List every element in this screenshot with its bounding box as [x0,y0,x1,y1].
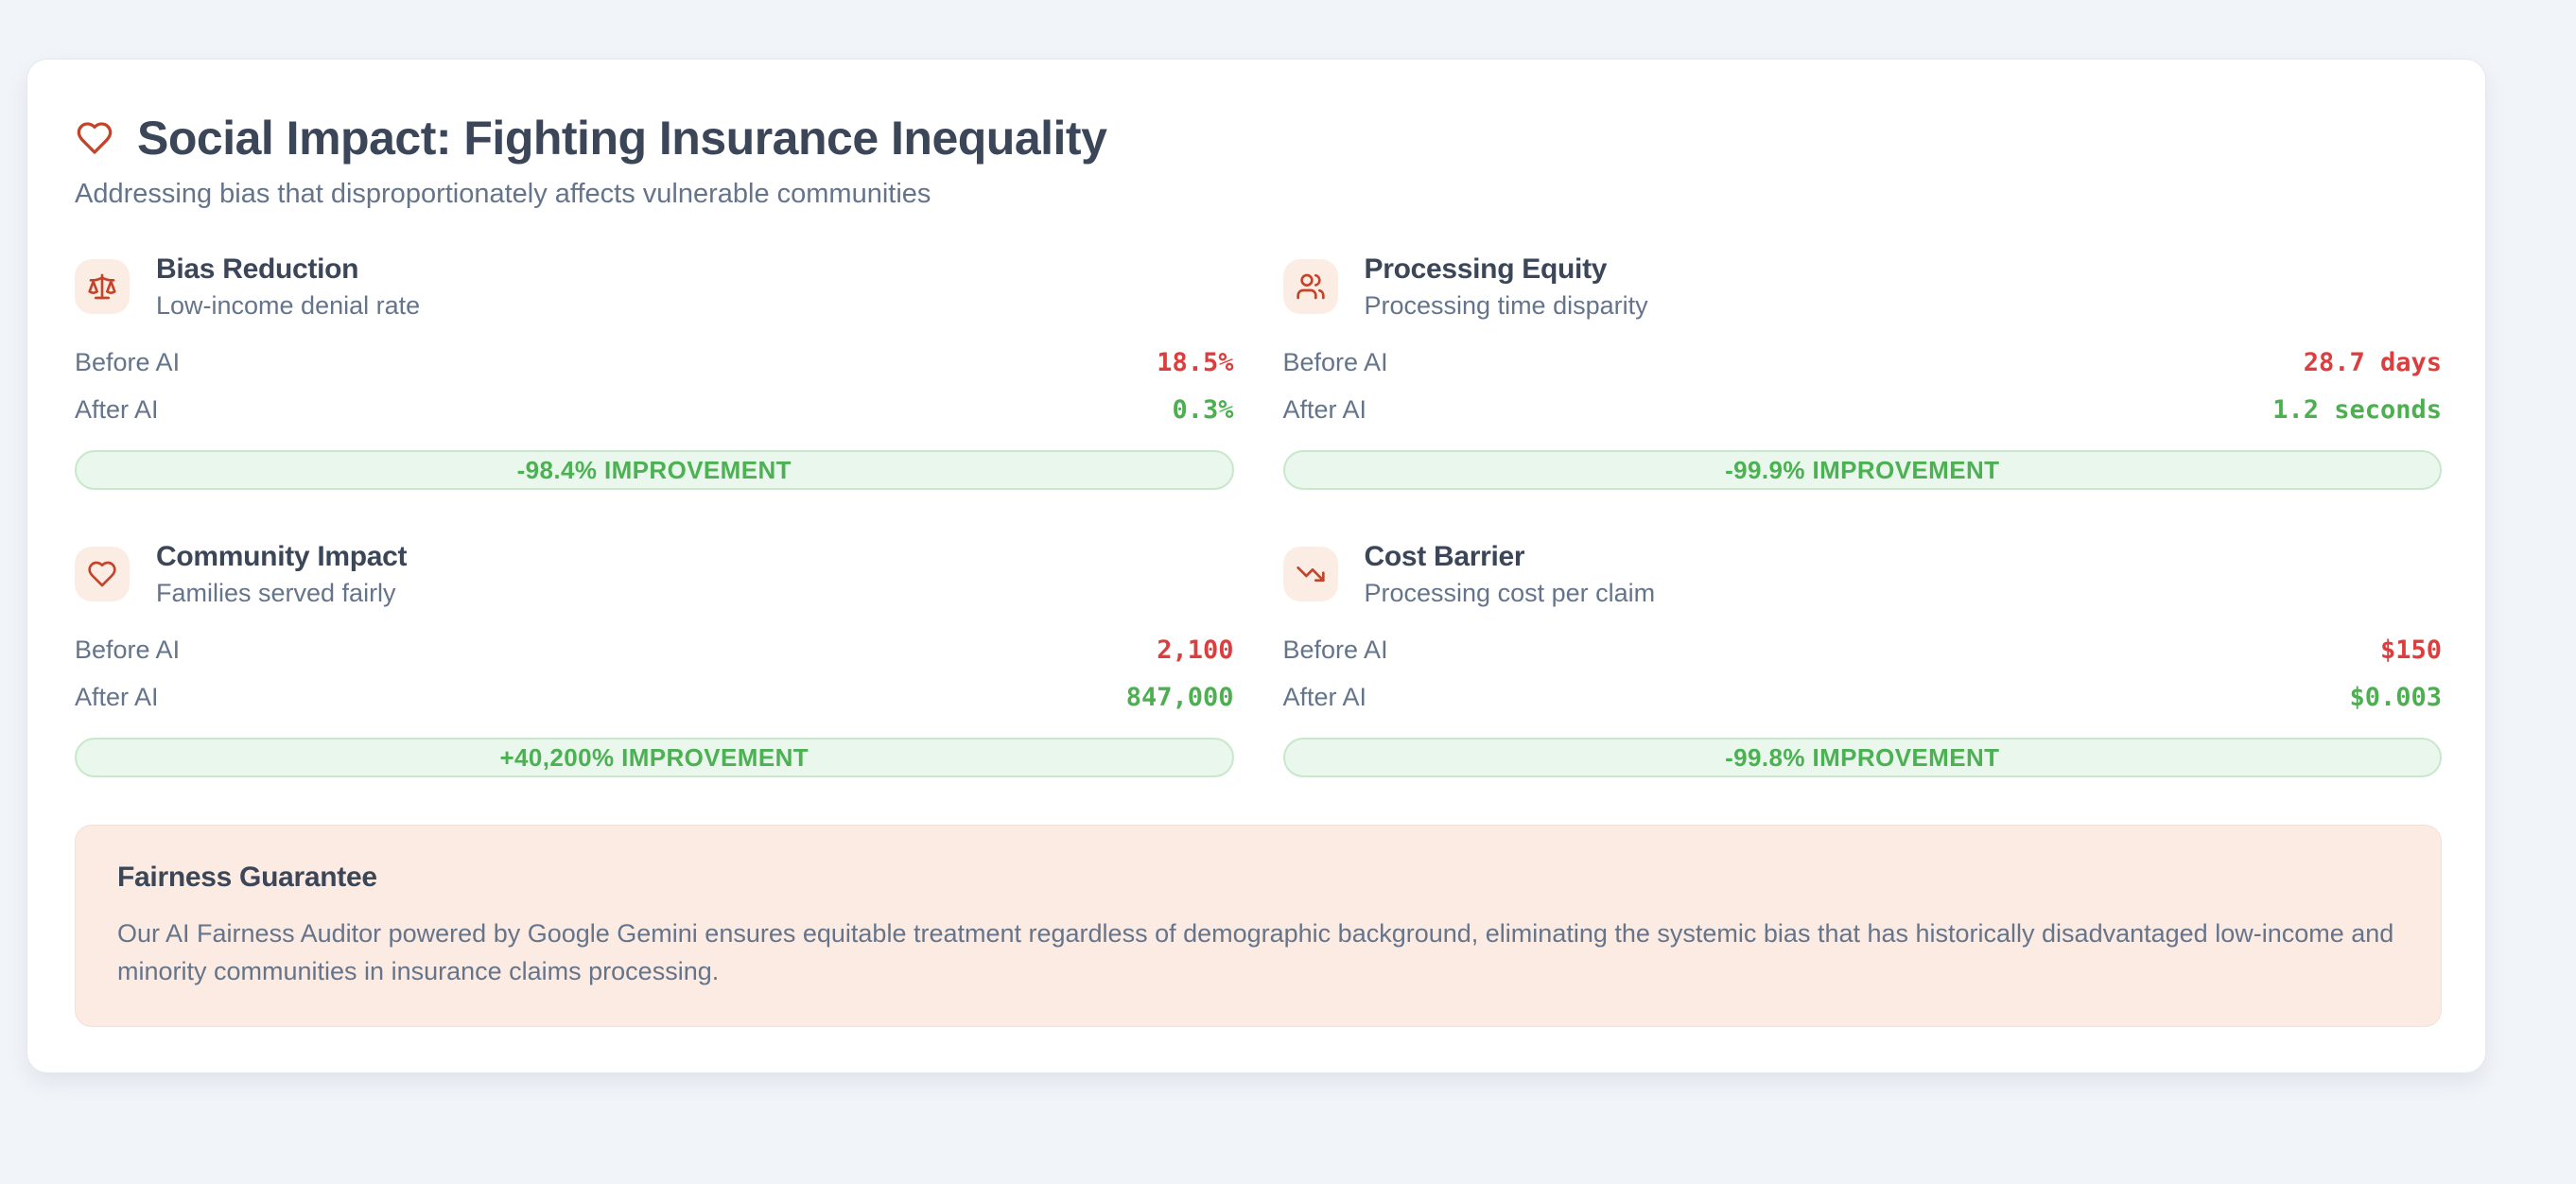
panel-header: Social Impact: Fighting Insurance Inequa… [75,111,2442,210]
after-ai-value: 0.3% [1172,394,1234,425]
after-ai-value: 1.2 seconds [2272,394,2442,425]
metric-row-after: After AI $0.003 [1283,673,2443,721]
after-ai-label: After AI [75,682,159,711]
metric-row-after: After AI 0.3% [75,386,1234,433]
metric-subtitle: Low-income denial rate [156,290,421,320]
users-icon [1296,273,1325,300]
before-ai-value: 18.5% [1157,347,1234,377]
improvement-badge: +40,200% IMPROVEMENT [75,738,1234,777]
metric-row-before: Before AI 2,100 [75,626,1234,673]
improvement-badge: -98.4% IMPROVEMENT [75,450,1234,490]
before-ai-label: Before AI [75,635,181,664]
fairness-body: Our AI Fairness Auditor powered by Googl… [117,919,2394,985]
after-ai-label: After AI [75,394,159,424]
scale-icon [88,273,116,300]
metric-title: Cost Barrier [1364,540,1525,572]
improvement-badge: -99.8% IMPROVEMENT [1282,738,2442,777]
metric-row-after: After AI 847,000 [75,673,1234,721]
fairness-title: Fairness Guarantee [117,862,377,893]
metric-row-after: After AI 1.2 seconds [1283,386,2443,433]
metric-subtitle: Processing cost per claim [1364,578,1656,607]
metric-row-before: Before AI 18.5% [75,339,1234,386]
social-impact-panel: Social Impact: Fighting Insurance Inequa… [26,59,2486,1073]
metric-title: Bias Reduction [156,252,359,285]
before-ai-value: 28.7 days [2303,347,2442,377]
after-ai-value: $0.003 [2349,682,2442,712]
after-ai-label: After AI [1282,682,1367,711]
metric-row-before: Before AI $150 [1283,626,2443,673]
before-ai-label: Before AI [1282,347,1388,376]
after-ai-value: 847,000 [1125,682,1234,712]
metric-title: Processing Equity [1364,252,1608,285]
before-ai-label: Before AI [1282,635,1388,664]
metric-card-bias-reduction: Bias Reduction Low-income denial rate Be… [75,252,1234,490]
metric-icon-chip [1282,547,1338,601]
metric-row-before: Before AI 28.7 days [1283,339,2443,386]
metric-subtitle: Families served fairly [156,578,396,607]
metric-card-cost-barrier: Cost Barrier Processing cost per claim B… [1282,540,2443,777]
metric-icon-chip [75,547,130,601]
page-title: Social Impact: Fighting Insurance Inequa… [137,112,1107,165]
heart-icon [77,122,113,154]
after-ai-label: After AI [1282,394,1367,424]
metric-title: Community Impact [156,540,408,572]
page-subtitle: Addressing bias that disproportionately … [75,179,931,209]
metric-icon-chip [75,259,130,314]
before-ai-label: Before AI [75,347,181,376]
heart-icon [88,561,116,587]
metric-subtitle: Processing time disparity [1364,290,1648,320]
trending-down-icon [1296,566,1325,582]
metric-card-processing-equity: Processing Equity Processing time dispar… [1282,252,2443,490]
before-ai-value: $150 [2379,635,2442,665]
metrics-grid: Bias Reduction Low-income denial rate Be… [75,252,2443,777]
improvement-badge: -99.9% IMPROVEMENT [1282,450,2442,490]
fairness-guarantee-panel: Fairness Guarantee Our AI Fairness Audit… [75,825,2442,1027]
metric-icon-chip [1282,259,1338,314]
before-ai-value: 2,100 [1157,635,1234,665]
metric-card-community-impact: Community Impact Families served fairly … [75,540,1234,777]
